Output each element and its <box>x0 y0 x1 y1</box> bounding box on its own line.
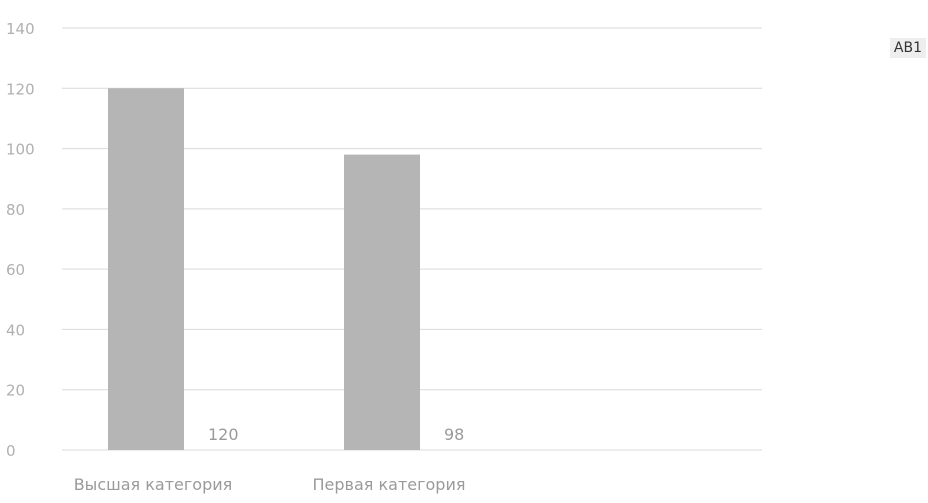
y-tick-label: 140 <box>6 20 35 38</box>
y-tick-label: 0 <box>6 442 16 460</box>
x-tick-label: Высшая категория <box>74 475 233 494</box>
data-label: 120 <box>208 425 239 444</box>
data-labels: 120 98 <box>208 425 464 444</box>
x-axis-ticks: Высшая категория Первая категория <box>74 475 466 494</box>
y-tick-label: 100 <box>6 141 35 159</box>
y-tick-label: 60 <box>6 261 25 279</box>
y-tick-label: 20 <box>6 382 25 400</box>
bars <box>108 88 420 451</box>
y-tick-label: 40 <box>6 321 25 339</box>
data-label: 98 <box>444 425 464 444</box>
bar <box>108 88 184 451</box>
bar <box>344 154 420 450</box>
y-tick-label: 120 <box>6 80 35 98</box>
y-axis-ticks: 0 20 40 60 80 100 120 140 <box>6 20 35 460</box>
x-tick-label: Первая категория <box>313 475 466 494</box>
y-tick-label: 80 <box>6 201 25 219</box>
legend-entry: АВ1 <box>889 38 926 58</box>
